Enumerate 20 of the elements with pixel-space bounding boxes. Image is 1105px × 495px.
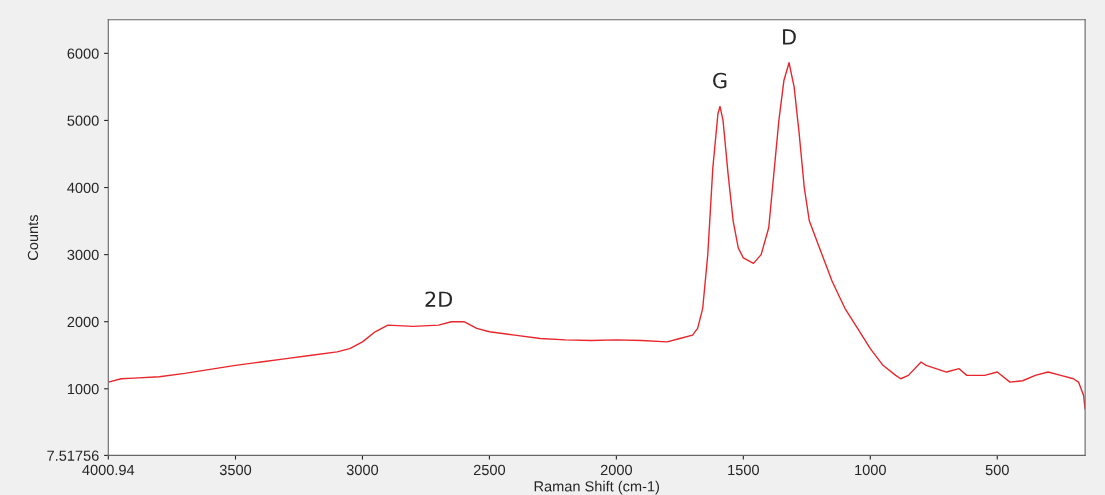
x-tick-label: 500 (985, 464, 1009, 476)
x-tick-label: 3500 (219, 464, 252, 476)
x-tick-label: 1000 (855, 464, 886, 476)
annotation: D (783, 29, 796, 45)
y-axis-title: Counts (27, 215, 39, 260)
y-tick-label: 5000 (67, 115, 99, 126)
annotation: G (713, 72, 727, 89)
annotation: 2D (425, 291, 453, 307)
x-axis-title: Raman Shift (cm-1) (534, 480, 660, 495)
x-tick-label: 4000.94 (82, 464, 135, 476)
y-tick-label: 6000 (67, 48, 99, 59)
x-tick-label: 2000 (600, 464, 633, 476)
x-tick-label: 1500 (728, 464, 759, 476)
y-tick-label: 7.51756 (47, 450, 99, 461)
y-tick-label: 2000 (67, 316, 99, 328)
x-tick-label: 2500 (473, 464, 506, 476)
y-tick-label: 1000 (67, 383, 99, 395)
y-tick-label: 4000 (67, 182, 99, 193)
y-tick-label: 3000 (67, 249, 99, 261)
x-tick-label: 3000 (346, 464, 379, 476)
